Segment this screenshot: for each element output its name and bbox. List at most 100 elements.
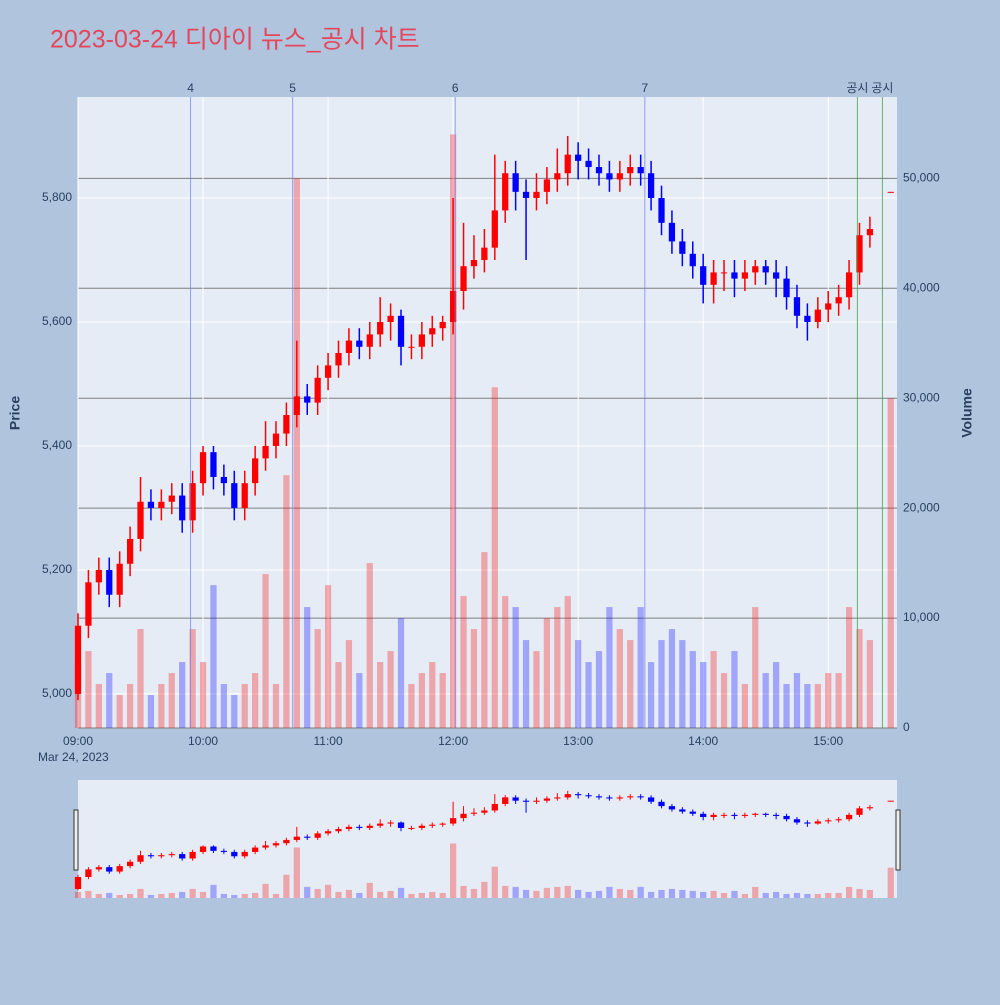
- mini-candle-body: [658, 801, 665, 807]
- candle-body: [241, 483, 248, 508]
- candle-body: [210, 452, 217, 477]
- volume-bar: [189, 629, 196, 728]
- mini-volume-bar: [418, 892, 425, 898]
- volume-bar: [752, 607, 759, 728]
- range-slider[interactable]: [78, 780, 897, 898]
- range-handle[interactable]: [73, 809, 79, 871]
- event-label: 7: [641, 81, 648, 95]
- mini-volume-bar: [731, 890, 738, 898]
- volume-bar: [147, 695, 155, 728]
- date-label: Mar 24, 2023: [38, 750, 109, 764]
- mini-candle-body: [533, 800, 540, 802]
- mini-volume-bar: [241, 893, 248, 898]
- candle-body: [470, 260, 478, 267]
- event-label: 공시: [846, 81, 868, 95]
- volume-bar: [387, 651, 394, 728]
- volume-bar: [658, 640, 665, 728]
- mini-candle-body: [793, 819, 801, 823]
- mini-volume-bar: [252, 892, 259, 898]
- candle-body: [762, 266, 769, 273]
- mini-candle-body: [85, 869, 92, 878]
- mini-volume-bar: [720, 892, 728, 898]
- mini-volume-bar: [168, 892, 175, 898]
- mini-candle-body: [460, 813, 467, 819]
- mini-candle-body: [439, 823, 446, 825]
- mini-volume-bar: [335, 891, 342, 898]
- mini-candle-body: [668, 806, 676, 810]
- volume-bar: [533, 651, 540, 728]
- mini-volume-bar: [116, 894, 123, 898]
- mini-volume-bar: [752, 886, 759, 898]
- mini-candle-body: [575, 794, 582, 796]
- mini-volume-bar: [658, 889, 665, 898]
- volume-bar: [637, 607, 644, 728]
- mini-volume-bar: [304, 886, 311, 898]
- candle-body: [179, 495, 186, 521]
- volume-bar: [595, 651, 603, 728]
- candle-body: [366, 334, 373, 347]
- mini-volume-bar: [283, 874, 290, 898]
- candle-body: [439, 322, 446, 329]
- mini-candle-body: [700, 813, 707, 818]
- candle-body: [752, 266, 759, 273]
- mini-volume-bar: [137, 888, 144, 898]
- candle-body: [835, 297, 842, 304]
- mini-volume-bar: [825, 892, 832, 898]
- mini-candle-body: [158, 855, 165, 857]
- volume-bar: [168, 673, 175, 728]
- candle-body: [126, 538, 134, 564]
- mini-candle-body: [543, 798, 551, 801]
- mini-volume-bar: [522, 889, 530, 898]
- mini-volume-bar: [616, 888, 623, 898]
- mini-volume-bar: [741, 893, 748, 898]
- mini-volume-bar: [887, 867, 894, 898]
- mini-candle-body: [741, 814, 748, 816]
- mini-volume-bar: [106, 892, 113, 898]
- mini-candle-body: [366, 825, 373, 828]
- mini-volume-bar: [345, 889, 353, 898]
- mini-candle-body: [262, 845, 269, 848]
- volume-bar: [116, 695, 123, 728]
- volume-bar: [866, 640, 874, 728]
- mini-candle-body: [835, 819, 842, 821]
- volume-bar: [647, 662, 655, 728]
- candle-body: [397, 315, 405, 347]
- y2-axis-title: Volume: [959, 388, 975, 438]
- mini-candle-body: [783, 815, 790, 820]
- candle-body: [252, 458, 259, 484]
- volume-bar: [814, 684, 821, 728]
- volume-bar: [543, 618, 551, 728]
- y2-tick-label: 40,000: [903, 280, 940, 294]
- mini-volume-bar: [210, 884, 217, 898]
- volume-bar: [825, 673, 832, 728]
- mini-volume-bar: [314, 888, 321, 898]
- mini-candle-body: [522, 800, 530, 802]
- volume-bar: [418, 673, 425, 728]
- mini-candle-body: [272, 843, 280, 846]
- volume-bar: [304, 607, 311, 728]
- mini-volume-bar: [856, 888, 863, 898]
- volume-bar: [887, 398, 894, 728]
- range-handle[interactable]: [895, 809, 901, 871]
- candle-body: [700, 266, 707, 285]
- mini-candle-body: [616, 797, 623, 799]
- plot-area: [78, 97, 897, 728]
- mini-candle-body: [220, 850, 228, 852]
- mini-candle-body: [335, 829, 342, 832]
- candle-body: [502, 173, 509, 211]
- volume-bar: [199, 662, 207, 728]
- mini-volume-bar: [147, 894, 155, 898]
- volume-bar: [158, 684, 165, 728]
- mini-candle-body: [491, 803, 498, 811]
- mini-candle-body: [814, 821, 821, 824]
- event-label: 4: [187, 81, 194, 95]
- volume-bar: [616, 629, 623, 728]
- candle-body: [220, 476, 228, 484]
- mini-candle-body: [304, 836, 311, 838]
- mini-volume-bar: [866, 889, 874, 898]
- y-tick-label: 5,600: [42, 314, 72, 328]
- candle-body: [189, 483, 196, 521]
- mini-candle-body: [324, 831, 332, 834]
- candle-body: [773, 272, 780, 279]
- mini-candle-body: [773, 814, 780, 816]
